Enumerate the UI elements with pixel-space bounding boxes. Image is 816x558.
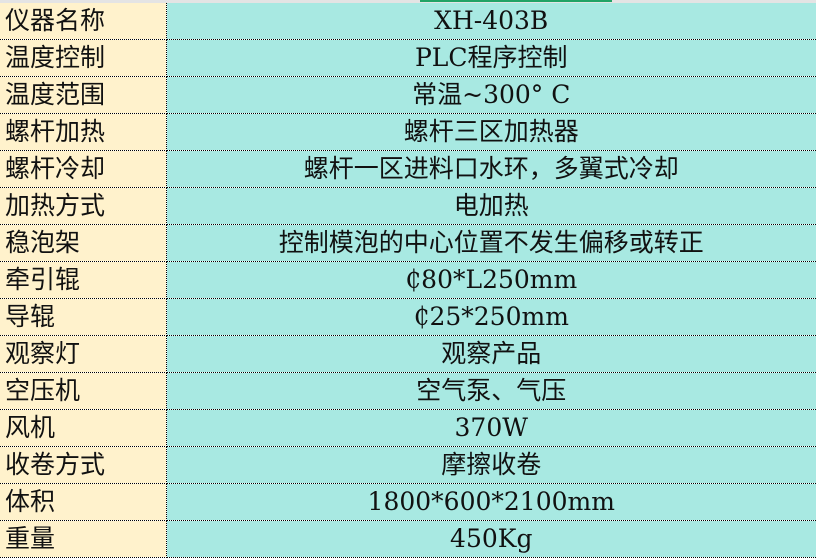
spec-label-cell[interactable]: 导辊: [0, 298, 167, 336]
cell-selection-indicator: [420, 0, 612, 2]
spec-label-cell[interactable]: 螺杆冷却: [0, 150, 167, 188]
spec-label-cell[interactable]: 螺杆加热: [0, 113, 167, 151]
spec-value-cell[interactable]: PLC程序控制: [166, 39, 816, 77]
table-row: 重量 450Kg: [0, 520, 816, 558]
table-row: 牵引辊 ₵80*L250mm: [0, 261, 816, 299]
spec-value-cell[interactable]: 螺杆一区进料口水环，多翼式冷却: [166, 150, 816, 188]
table-row: 螺杆冷却 螺杆一区进料口水环，多翼式冷却: [0, 150, 816, 188]
spec-label-cell[interactable]: 稳泡架: [0, 224, 167, 262]
table-row: 仪器名称 XH-403B: [0, 3, 816, 40]
spec-value-cell[interactable]: 电加热: [166, 187, 816, 225]
table-row: 收卷方式 摩擦收卷: [0, 446, 816, 484]
table-row: 加热方式 电加热: [0, 187, 816, 225]
spec-label-cell[interactable]: 仪器名称: [0, 3, 167, 40]
spec-value-cell[interactable]: 观察产品: [166, 335, 816, 373]
table-row: 导辊 ₵25*250mm: [0, 298, 816, 336]
spec-label-cell[interactable]: 收卷方式: [0, 446, 167, 484]
spec-label-cell[interactable]: 温度控制: [0, 39, 167, 77]
spec-value-cell[interactable]: XH-403B: [166, 3, 816, 40]
spec-value-cell[interactable]: 空气泵、气压: [166, 372, 816, 410]
spec-label-cell[interactable]: 加热方式: [0, 187, 167, 225]
spec-label-cell[interactable]: 观察灯: [0, 335, 167, 373]
spec-value-cell[interactable]: 控制模泡的中心位置不发生偏移或转正: [166, 224, 816, 262]
spec-label-cell[interactable]: 牵引辊: [0, 261, 167, 299]
spec-value-cell[interactable]: ₵80*L250mm: [166, 261, 816, 299]
table-row: 风机 370W: [0, 409, 816, 447]
table-row: 体积 1800*600*2100mm: [0, 483, 816, 521]
spec-value-cell[interactable]: 370W: [166, 409, 816, 447]
table-row: 温度范围 常温~300° C: [0, 76, 816, 114]
spec-table: 仪器名称 XH-403B 温度控制 PLC程序控制 温度范围 常温~300° C 螺杆加热螺…: [0, 3, 816, 558]
table-row: 螺杆加热 螺杆三区加热器: [0, 113, 816, 151]
spec-label-cell[interactable]: 温度范围: [0, 76, 167, 114]
spec-label-cell[interactable]: 风机: [0, 409, 167, 447]
spec-value-cell[interactable]: 摩擦收卷: [166, 446, 816, 484]
spec-label-cell[interactable]: 体积: [0, 483, 167, 521]
table-row: 温度控制 PLC程序控制: [0, 39, 816, 77]
spec-value-cell[interactable]: ₵25*250mm: [166, 298, 816, 336]
spec-value-cell[interactable]: 螺杆三区加热器: [166, 113, 816, 151]
table-row: 观察灯 观察产品: [0, 335, 816, 373]
table-row: 空压机 空气泵、气压: [0, 372, 816, 410]
spec-value-cell[interactable]: 1800*600*2100mm: [166, 483, 816, 521]
spec-value-cell[interactable]: 常温~300° C: [166, 76, 816, 114]
sheet-top-edge: [0, 0, 816, 3]
spec-label-cell[interactable]: 重量: [0, 520, 167, 558]
table-row: 稳泡架 控制模泡的中心位置不发生偏移或转正: [0, 224, 816, 262]
spec-value-cell[interactable]: 450Kg: [166, 520, 816, 558]
spec-label-cell[interactable]: 空压机: [0, 372, 167, 410]
